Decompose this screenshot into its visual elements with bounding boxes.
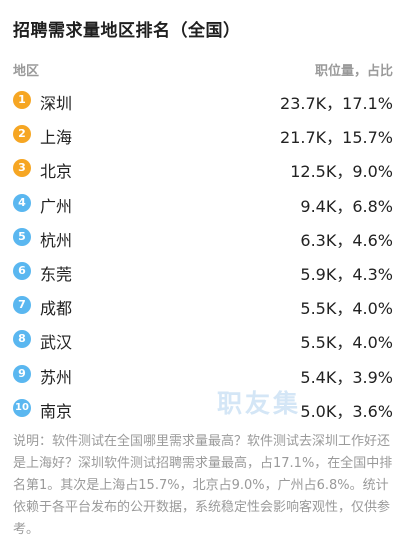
city-name: 东莞 (40, 264, 73, 284)
count-share-column-header: 职位量，占比 (314, 64, 393, 79)
count-share-value: 5.5K，4.0% (300, 299, 393, 319)
rank-badge: 4 (13, 193, 31, 212)
count-share-value: 5.9K，4.3% (300, 264, 393, 284)
rank-badge: 9 (13, 364, 31, 383)
count-share-value: 5.5K，4.0% (300, 333, 393, 353)
count-share-value: 5.0K，3.6% (300, 401, 393, 421)
city-name: 成都 (40, 299, 73, 319)
count-share-value: 6.3K，4.6% (300, 230, 393, 250)
ranking-row: 6 东莞 5.9K，4.3% (13, 254, 393, 288)
city-name: 上海 (40, 128, 73, 148)
ranking-row: 9 苏州 5.4K，3.9% (13, 357, 393, 391)
city-name: 广州 (40, 196, 73, 216)
ranking-row: 8 武汉 5.5K，4.0% (13, 322, 393, 356)
count-share-value: 23.7K，17.1% (280, 94, 393, 113)
count-share-value: 9.4K，6.8% (300, 196, 393, 216)
city-name: 杭州 (40, 230, 73, 250)
watermark-logo: 职友集 (217, 389, 302, 418)
rank-badge: 7 (13, 296, 31, 315)
explanation-note: 说明：软件测试在全国哪里需求量最高？软件测试去深圳工作好还是上海好？深圳软件测试… (13, 434, 393, 537)
count-share-value: 12.5K，9.0% (290, 162, 393, 182)
ranking-row: 7 成都 5.5K，4.0% (13, 288, 393, 322)
rank-badge: 8 (13, 330, 31, 349)
page-title: 招聘需求量地区排名（全国） (13, 21, 241, 41)
ranking-row: 5 杭州 6.3K，4.6% (13, 220, 393, 254)
city-name: 苏州 (40, 367, 73, 387)
rank-badge: 5 (13, 227, 31, 246)
rank-badge: 10 (13, 398, 31, 417)
region-column-header: 地区 (13, 64, 40, 79)
ranking-row: 2 上海 21.7K，15.7% (13, 117, 393, 151)
city-name: 北京 (40, 162, 73, 182)
city-name: 武汉 (40, 333, 73, 353)
count-share-value: 5.4K，3.9% (300, 367, 393, 387)
ranking-row: 10 南京 5.0K，3.6% (13, 391, 393, 425)
table-header: 地区 职位量，占比 (13, 60, 393, 79)
ranking-row: 1 深圳 23.7K，17.1% (13, 83, 393, 117)
city-name: 南京 (40, 401, 73, 421)
ranking-row: 4 广州 9.4K，6.8% (13, 186, 393, 220)
ranking-row: 3 北京 12.5K，9.0% (13, 151, 393, 185)
rank-badge: 2 (13, 125, 31, 144)
city-name: 深圳 (40, 94, 73, 113)
rank-badge: 3 (13, 159, 31, 178)
count-share-value: 21.7K，15.7% (280, 128, 393, 148)
rank-badge: 6 (13, 261, 31, 280)
rank-badge: 1 (13, 91, 31, 109)
ranking-list: 1 深圳 23.7K，17.1% 2 上海 21.7K，15.7% 3 北京 1… (13, 83, 393, 425)
